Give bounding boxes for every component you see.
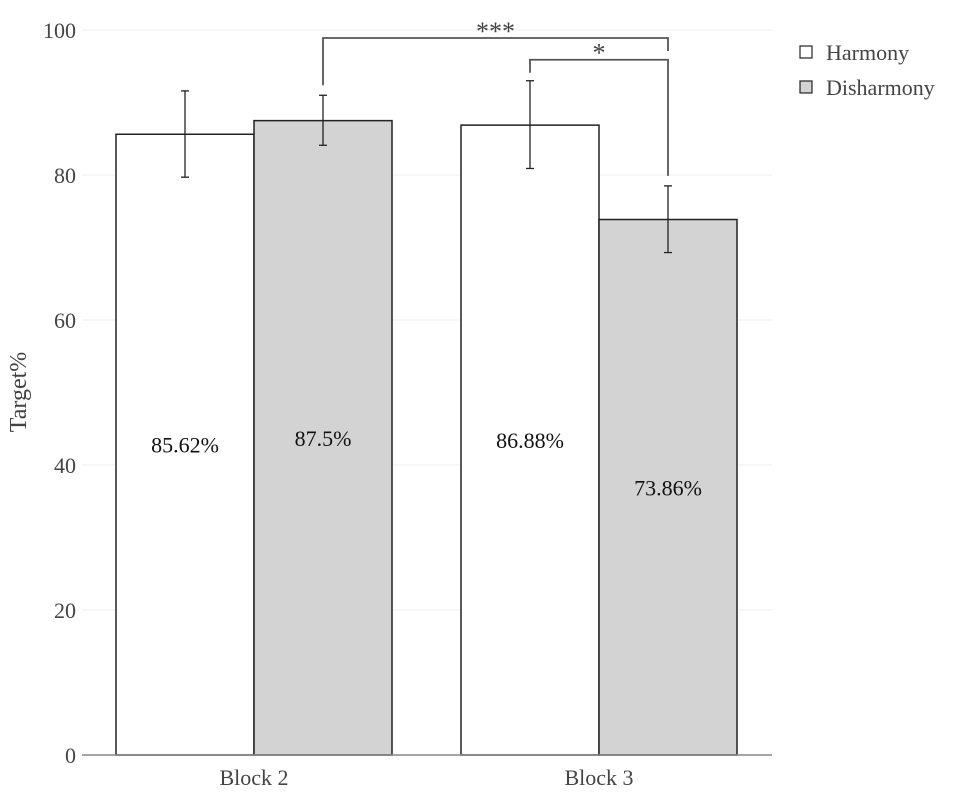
legend: Harmony Disharmony	[799, 40, 935, 100]
legend-label-harmony: Harmony	[826, 40, 909, 65]
legend-label-disharmony: Disharmony	[826, 75, 935, 100]
error-bars	[181, 80, 672, 254]
y-tick-label: 0	[65, 743, 76, 768]
significance-label: *	[593, 39, 606, 68]
significance-bracket	[529, 58, 669, 176]
y-tick-labels: 0 20 40 60 80 100	[43, 18, 76, 768]
bar-value-label: 73.86%	[634, 475, 702, 500]
y-tick-label: 40	[54, 453, 76, 478]
y-tick-label: 100	[43, 18, 76, 43]
y-axis-label: Target%	[6, 352, 32, 433]
bars	[115, 119, 738, 756]
x-tick-label: Block 2	[219, 765, 288, 790]
y-tick-label: 60	[54, 308, 76, 333]
legend-swatch-disharmony	[799, 80, 813, 94]
bar-value-label: 86.88%	[496, 428, 564, 453]
x-tick-label: Block 3	[564, 765, 633, 790]
y-tick-label: 80	[54, 163, 76, 188]
bar-value-label: 85.62%	[151, 433, 219, 458]
significance-bracket	[322, 37, 669, 86]
bar-value-labels: 85.62% 86.88% 87.5% 73.86%	[151, 426, 702, 500]
x-tick-labels: Block 2 Block 3	[219, 765, 633, 790]
bar-harmony-0	[115, 133, 255, 756]
significance-label: ***	[476, 17, 515, 46]
y-tick-label: 20	[54, 598, 76, 623]
bar-harmony-1	[460, 124, 600, 756]
significance-brackets: ****	[322, 17, 669, 176]
legend-swatch-harmony	[799, 45, 813, 59]
bar-value-label: 87.5%	[295, 426, 352, 451]
